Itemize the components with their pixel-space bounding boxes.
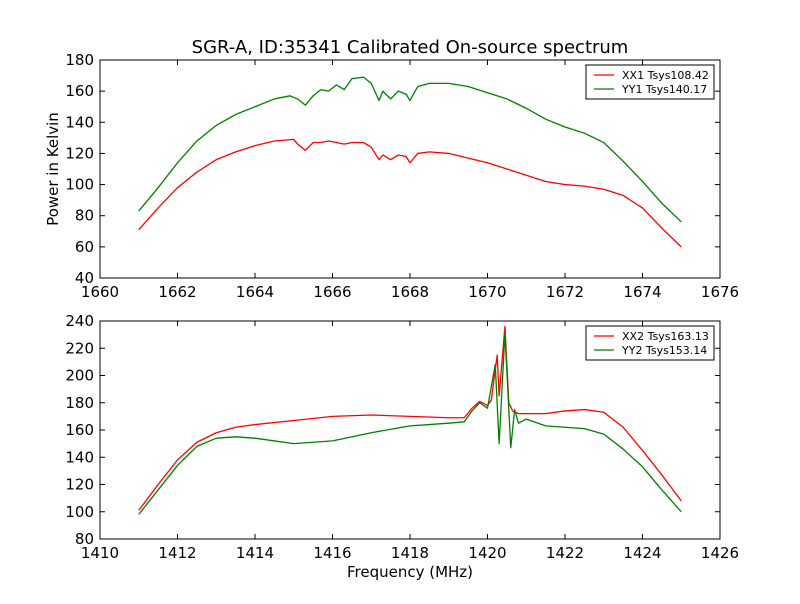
series-line-yy2: [138, 332, 682, 515]
x-tick-label: 1420: [468, 544, 506, 562]
x-tick-label: 1416: [313, 544, 351, 562]
x-tick-label: 1674: [623, 283, 661, 301]
series-line-xx2: [138, 325, 682, 511]
x-tick-label: 1660: [81, 283, 119, 301]
y-tick-label: 100: [65, 503, 94, 521]
series-line-yy1: [138, 76, 682, 223]
x-tick-label: 1668: [391, 283, 429, 301]
x-tick-label: 1418: [391, 544, 429, 562]
y-tick-label: 100: [65, 176, 94, 194]
y-tick-label: 160: [65, 421, 94, 439]
legend-box: [585, 325, 715, 361]
y-tick-label: 80: [75, 207, 94, 225]
y-tick-label: 140: [65, 448, 94, 466]
y-tick-label: 120: [65, 144, 94, 162]
x-tick-label: 1414: [236, 544, 274, 562]
legend-label: YY1 Tsys140.17: [621, 83, 707, 96]
x-tick-label: 1410: [81, 544, 119, 562]
series-line-xx1: [138, 138, 682, 248]
y-tick-label: 40: [75, 269, 94, 287]
x-tick-label: 1676: [701, 283, 739, 301]
x-tick-label: 1422: [546, 544, 584, 562]
legend-label: XX2 Tsys163.13: [622, 330, 709, 343]
y-tick-label: 60: [75, 238, 94, 256]
y-tick-label: 80: [75, 530, 94, 548]
y-tick-label: 180: [65, 51, 94, 69]
figure-title: SGR-A, ID:35341 Calibrated On-source spe…: [192, 37, 629, 58]
x-tick-label: 1424: [623, 544, 661, 562]
y-tick-label: 160: [65, 82, 94, 100]
x-tick-label: 1664: [236, 283, 274, 301]
legend-label: YY2 Tsys153.14: [621, 344, 707, 357]
y-axis-label: Power in Kelvin: [44, 112, 62, 226]
x-tick-label: 1426: [701, 544, 739, 562]
x-tick-label: 1670: [468, 283, 506, 301]
panel-2: 1410 1412 1414 1416 1418 1420 1422 1424 1426 80 10…: [65, 312, 739, 581]
x-tick-label: 1662: [158, 283, 196, 301]
x-tick-label: 1412: [158, 544, 196, 562]
y-tick-label: 120: [65, 476, 94, 494]
y-tick-label: 140: [65, 113, 94, 131]
y-tick-label: 180: [65, 394, 94, 412]
x-tick-label: 1672: [546, 283, 584, 301]
y-tick-label: 240: [65, 312, 94, 330]
x-tick-label: 1666: [313, 283, 351, 301]
legend-label: XX1 Tsys108.42: [622, 69, 709, 82]
y-tick-label: 200: [65, 367, 94, 385]
x-axis-label: Frequency (MHz): [347, 563, 473, 581]
y-tick-label: 220: [65, 339, 94, 357]
legend-box: [585, 64, 715, 100]
panel-1: 1660 1662 1664 1666 1668 1670 1672 1674 1676 40 60…: [44, 51, 739, 301]
